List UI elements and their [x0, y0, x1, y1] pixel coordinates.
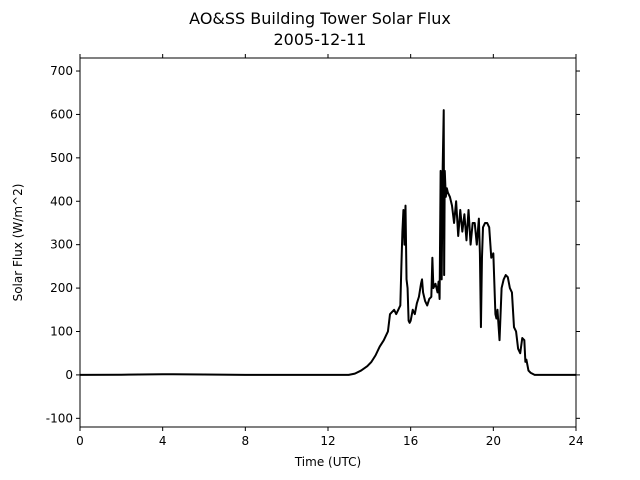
y-tick-label: 300: [50, 238, 73, 252]
y-tick-label: 700: [50, 64, 73, 78]
y-tick-label: -100: [46, 411, 73, 425]
axis-ticks: [76, 54, 580, 431]
x-tick-label: 4: [159, 434, 167, 448]
x-tick-label: 12: [320, 434, 335, 448]
chart-title: AO&SS Building Tower Solar Flux: [189, 9, 451, 28]
x-axis-label: Time (UTC): [294, 455, 361, 469]
y-tick-label: 0: [65, 368, 73, 382]
solar-flux-series-line: [80, 109, 576, 376]
y-tick-label: 100: [50, 324, 73, 338]
plot-frame: [79, 57, 577, 428]
y-tick-label: 600: [50, 107, 73, 121]
y-tick-label: 400: [50, 194, 73, 208]
chart-subtitle: 2005-12-11: [274, 30, 367, 49]
x-tick-label: 8: [242, 434, 250, 448]
x-tick-label: 24: [568, 434, 583, 448]
y-tick-label: 200: [50, 281, 73, 295]
x-tick-label: 16: [403, 434, 418, 448]
x-tick-label: 20: [486, 434, 501, 448]
y-tick-label: 500: [50, 151, 73, 165]
y-axis-label: Solar Flux (W/m^2): [11, 184, 25, 302]
x-tick-label: 0: [76, 434, 84, 448]
